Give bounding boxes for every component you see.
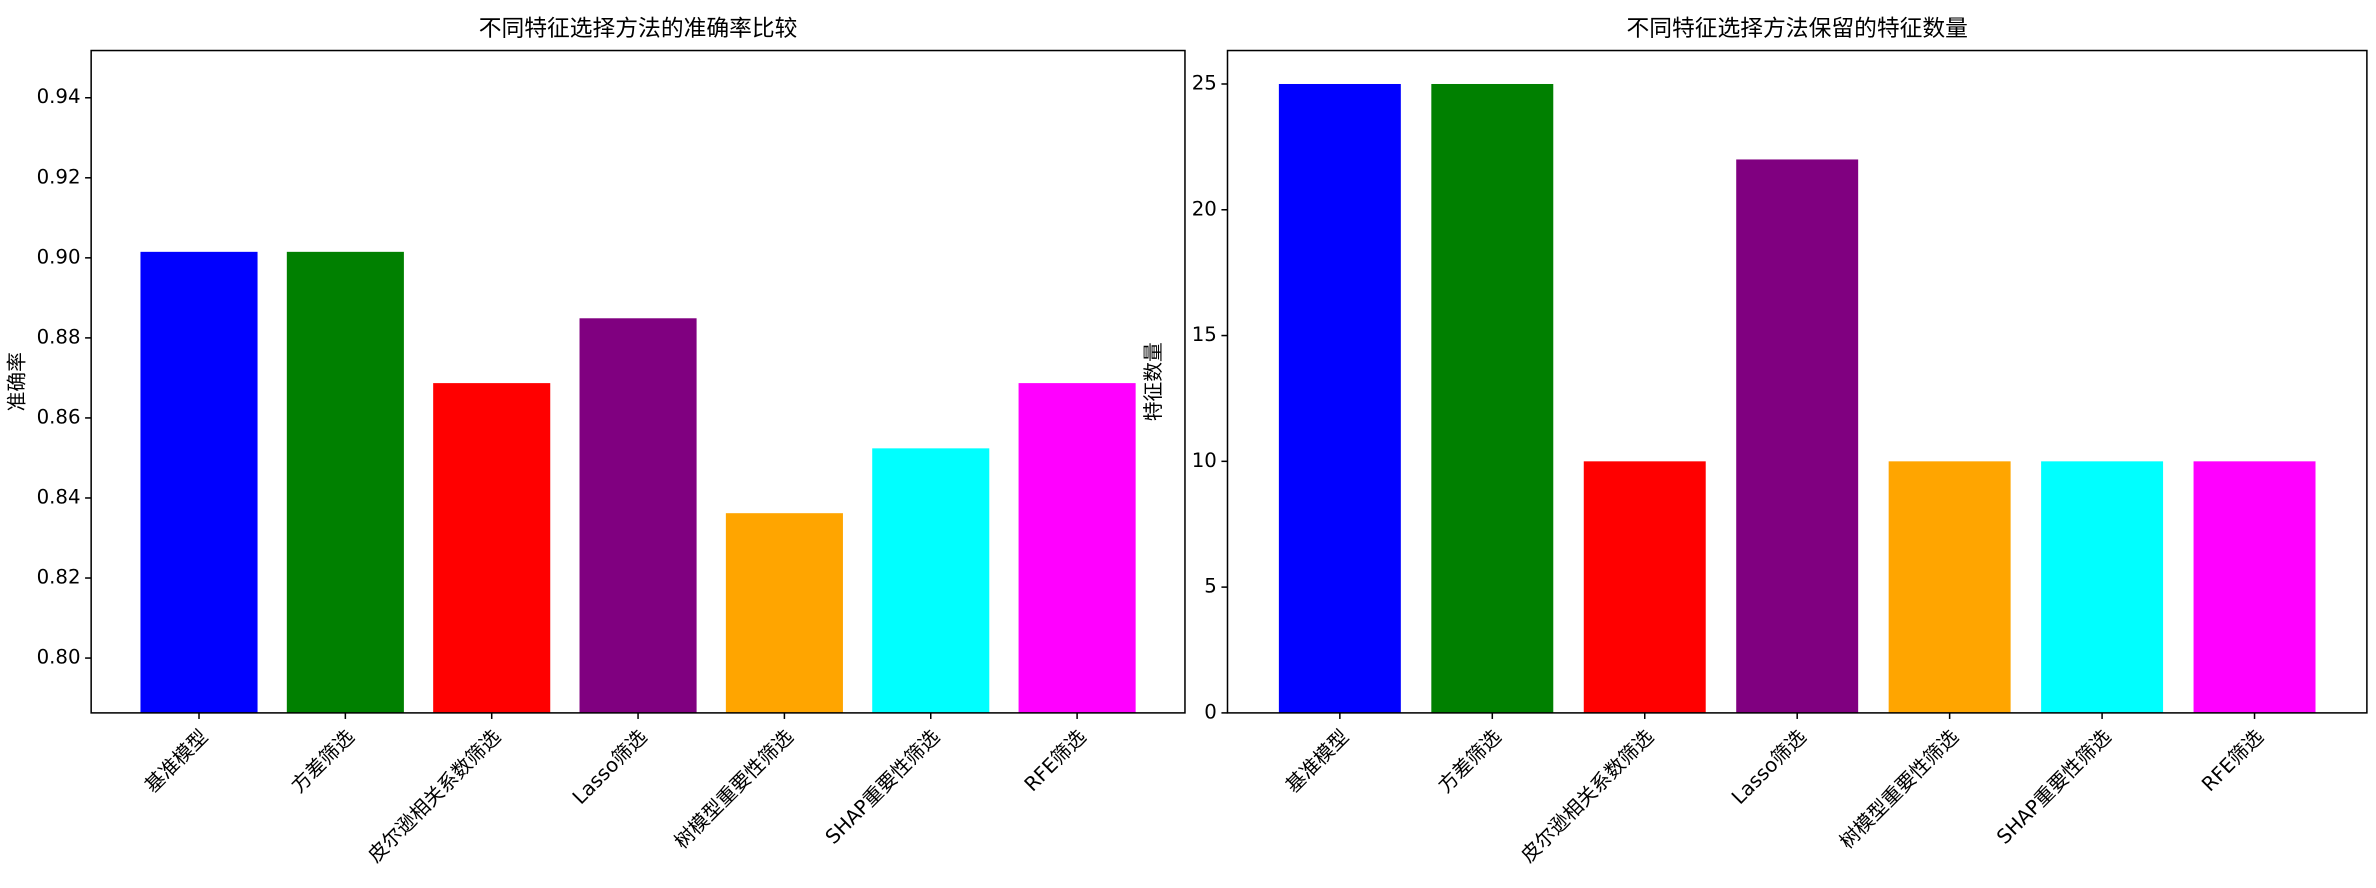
y-tick-label: 10 [1192,449,1217,472]
bar [1736,159,1859,713]
bar [1431,83,1554,713]
y-tick-label: 0.94 [37,85,81,108]
bar [1583,461,1706,713]
x-tick-label: 树模型重要性筛选 [670,725,798,853]
bar [2041,461,2164,713]
y-tick-label: 0.80 [37,646,81,669]
bar [1888,461,2011,713]
bar [1018,383,1136,713]
y-axis-label: 准确率 [6,352,29,411]
x-tick-label: 基准模型 [1281,725,1353,797]
y-tick-label: 0.88 [37,325,81,348]
y-tick-label: 20 [1192,197,1217,220]
x-tick-label: RFE筛选 [2197,725,2268,796]
x-tick-label: 皮尔逊相关系数筛选 [363,725,505,867]
x-tick-label: 树模型重要性筛选 [1835,725,1963,853]
x-tick-label: Lasso筛选 [1727,725,1811,809]
y-tick-label: 0.92 [37,165,81,188]
y-tick-label: 0.84 [37,485,81,508]
y-tick-label: 0.86 [37,405,81,428]
bar [433,383,551,713]
bar [725,513,843,713]
chart-title: 不同特征选择方法的准确率比较 [479,16,798,42]
x-tick-label: 方差筛选 [287,725,359,797]
y-axis-label: 特征数量 [1142,342,1165,421]
chart-title: 不同特征选择方法保留的特征数量 [1626,16,1968,42]
x-tick-label: SHAP重要性筛选 [821,725,945,849]
x-tick-label: SHAP重要性筛选 [1992,725,2116,849]
x-tick-label: 皮尔逊相关系数筛选 [1516,725,1658,867]
y-tick-label: 0.90 [37,245,81,268]
bar [872,448,990,713]
y-tick-label: 25 [1192,71,1217,94]
axes-frame [90,49,1186,714]
x-tick-label: 方差筛选 [1434,725,1506,797]
bar [140,251,258,713]
x-tick-label: 基准模型 [140,725,212,797]
bar [1278,83,1401,713]
bar [286,251,404,713]
x-tick-label: Lasso筛选 [568,725,652,809]
y-tick-label: 5 [1204,575,1217,598]
axes-frame [1226,49,2368,714]
bar [2193,461,2316,713]
y-tick-label: 0 [1204,700,1217,723]
y-tick-label: 15 [1192,323,1217,346]
x-tick-label: RFE筛选 [1020,725,1091,796]
bar [579,318,697,713]
y-tick-label: 0.82 [37,566,81,589]
